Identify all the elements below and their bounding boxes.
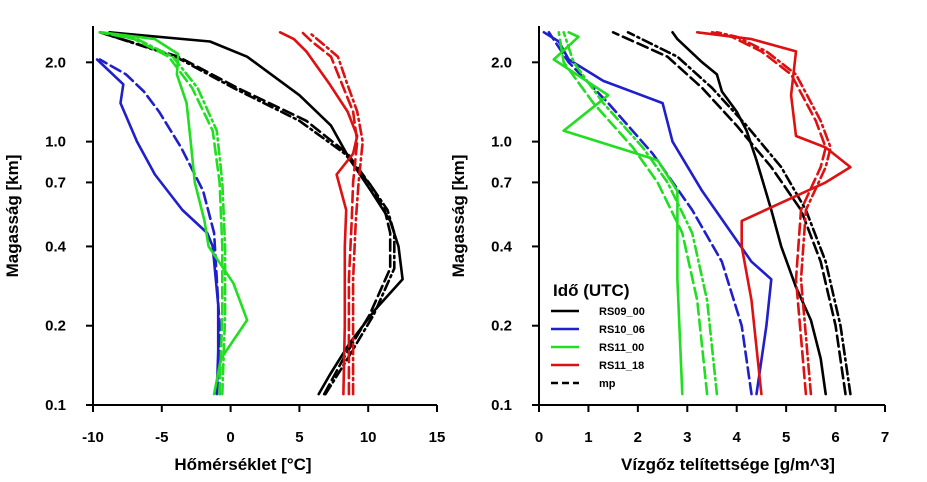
y-tick-label: 0.7 — [491, 174, 512, 191]
y-axis-title: Magasság [km] — [3, 155, 22, 278]
x-tick-label: 6 — [831, 429, 839, 446]
x-tick-label: 4 — [733, 429, 742, 446]
x-tick-label: 7 — [881, 429, 889, 446]
series-line-rs11-00-dashed — [98, 30, 224, 396]
x-tick-label: 2 — [634, 429, 642, 446]
chart-panel-1: -10 -5 0 5 10 15 0.1 0.2 0.4 0.7 1.0 2.0 Hőmérséklet… — [3, 26, 445, 474]
x-tick-label: 3 — [683, 429, 691, 446]
y-tick-label: 0.1 — [491, 397, 512, 414]
legend-label-rs09-00: RS09_00 — [599, 306, 645, 318]
x-tick-label: 1 — [584, 429, 592, 446]
series-line-rs09-00-dashdot — [626, 30, 852, 396]
series-line-rs09-00-dashed — [98, 30, 392, 396]
y-tick-label: 2.0 — [45, 54, 66, 71]
legend-label-mp: mp — [599, 378, 616, 390]
y-tick-label: 0.1 — [45, 397, 66, 414]
series-line-rs09-00-dashed — [611, 30, 847, 396]
x-tick-label: 5 — [782, 429, 790, 446]
chart-panel-2: 0 1 2 3 4 5 6 7 0.1 0.2 0.4 0.7 1.0 2.0 Vízgőz telítet… — [449, 26, 889, 474]
series-line-rs11-18-solid — [278, 30, 359, 396]
y-tick-label: 0.2 — [491, 318, 512, 335]
plot-area — [542, 30, 852, 396]
series-line-rs11-18-dashdot — [715, 30, 832, 396]
series-line-rs10-06-solid — [542, 30, 773, 396]
legend-label-rs10-06: RS10_06 — [599, 324, 645, 336]
x-tick-label: -5 — [155, 429, 168, 446]
x-tick-label: 5 — [295, 429, 303, 446]
plot-area — [95, 30, 404, 396]
y-tick-label: 1.0 — [491, 134, 512, 151]
x-tick-label: 0 — [535, 429, 543, 446]
x-tick-label: -10 — [82, 429, 104, 446]
series-line-rs09-00-solid — [671, 30, 827, 396]
y-tick-label: 1.0 — [45, 134, 66, 151]
series-line-rs11-18-dashed — [710, 30, 827, 396]
x-axis-title: Vízgőz telítettsége [g/m^3] — [621, 455, 835, 474]
x-axis-title: Hőmérséklet [°C] — [174, 455, 311, 474]
series-line-rs09-00-dashdot — [98, 30, 396, 396]
series-line-rs11-00-solid — [552, 30, 684, 396]
series-line-rs11-18-dashdot — [307, 30, 364, 396]
x-tick-label: 10 — [360, 429, 377, 446]
legend-title: Idő (UTC) — [553, 281, 629, 300]
series-line-rs11-00-dashdot — [98, 30, 227, 396]
y-tick-label: 2.0 — [491, 54, 512, 71]
y-tick-label: 0.7 — [45, 174, 66, 191]
x-tick-label: 0 — [226, 429, 234, 446]
y-tick-label: 0.2 — [45, 318, 66, 335]
legend-label-rs11-18: RS11_18 — [599, 360, 644, 372]
series-line-rs11-00-dashed — [557, 30, 709, 396]
series-line-rs11-18-solid — [695, 30, 852, 396]
y-axis-title: Magasság [km] — [449, 155, 468, 278]
series-line-rs10-06-dashed — [98, 58, 221, 396]
series-line-rs11-18-dashed — [300, 30, 359, 396]
x-tick-label: 15 — [429, 429, 446, 446]
series-line-rs11-00-solid — [100, 30, 249, 396]
y-tick-label: 0.4 — [45, 238, 67, 255]
series-line-rs11-00-dashdot — [562, 30, 719, 396]
legend-label-rs11-00: RS11_00 — [599, 342, 644, 354]
y-tick-label: 0.4 — [491, 238, 513, 255]
